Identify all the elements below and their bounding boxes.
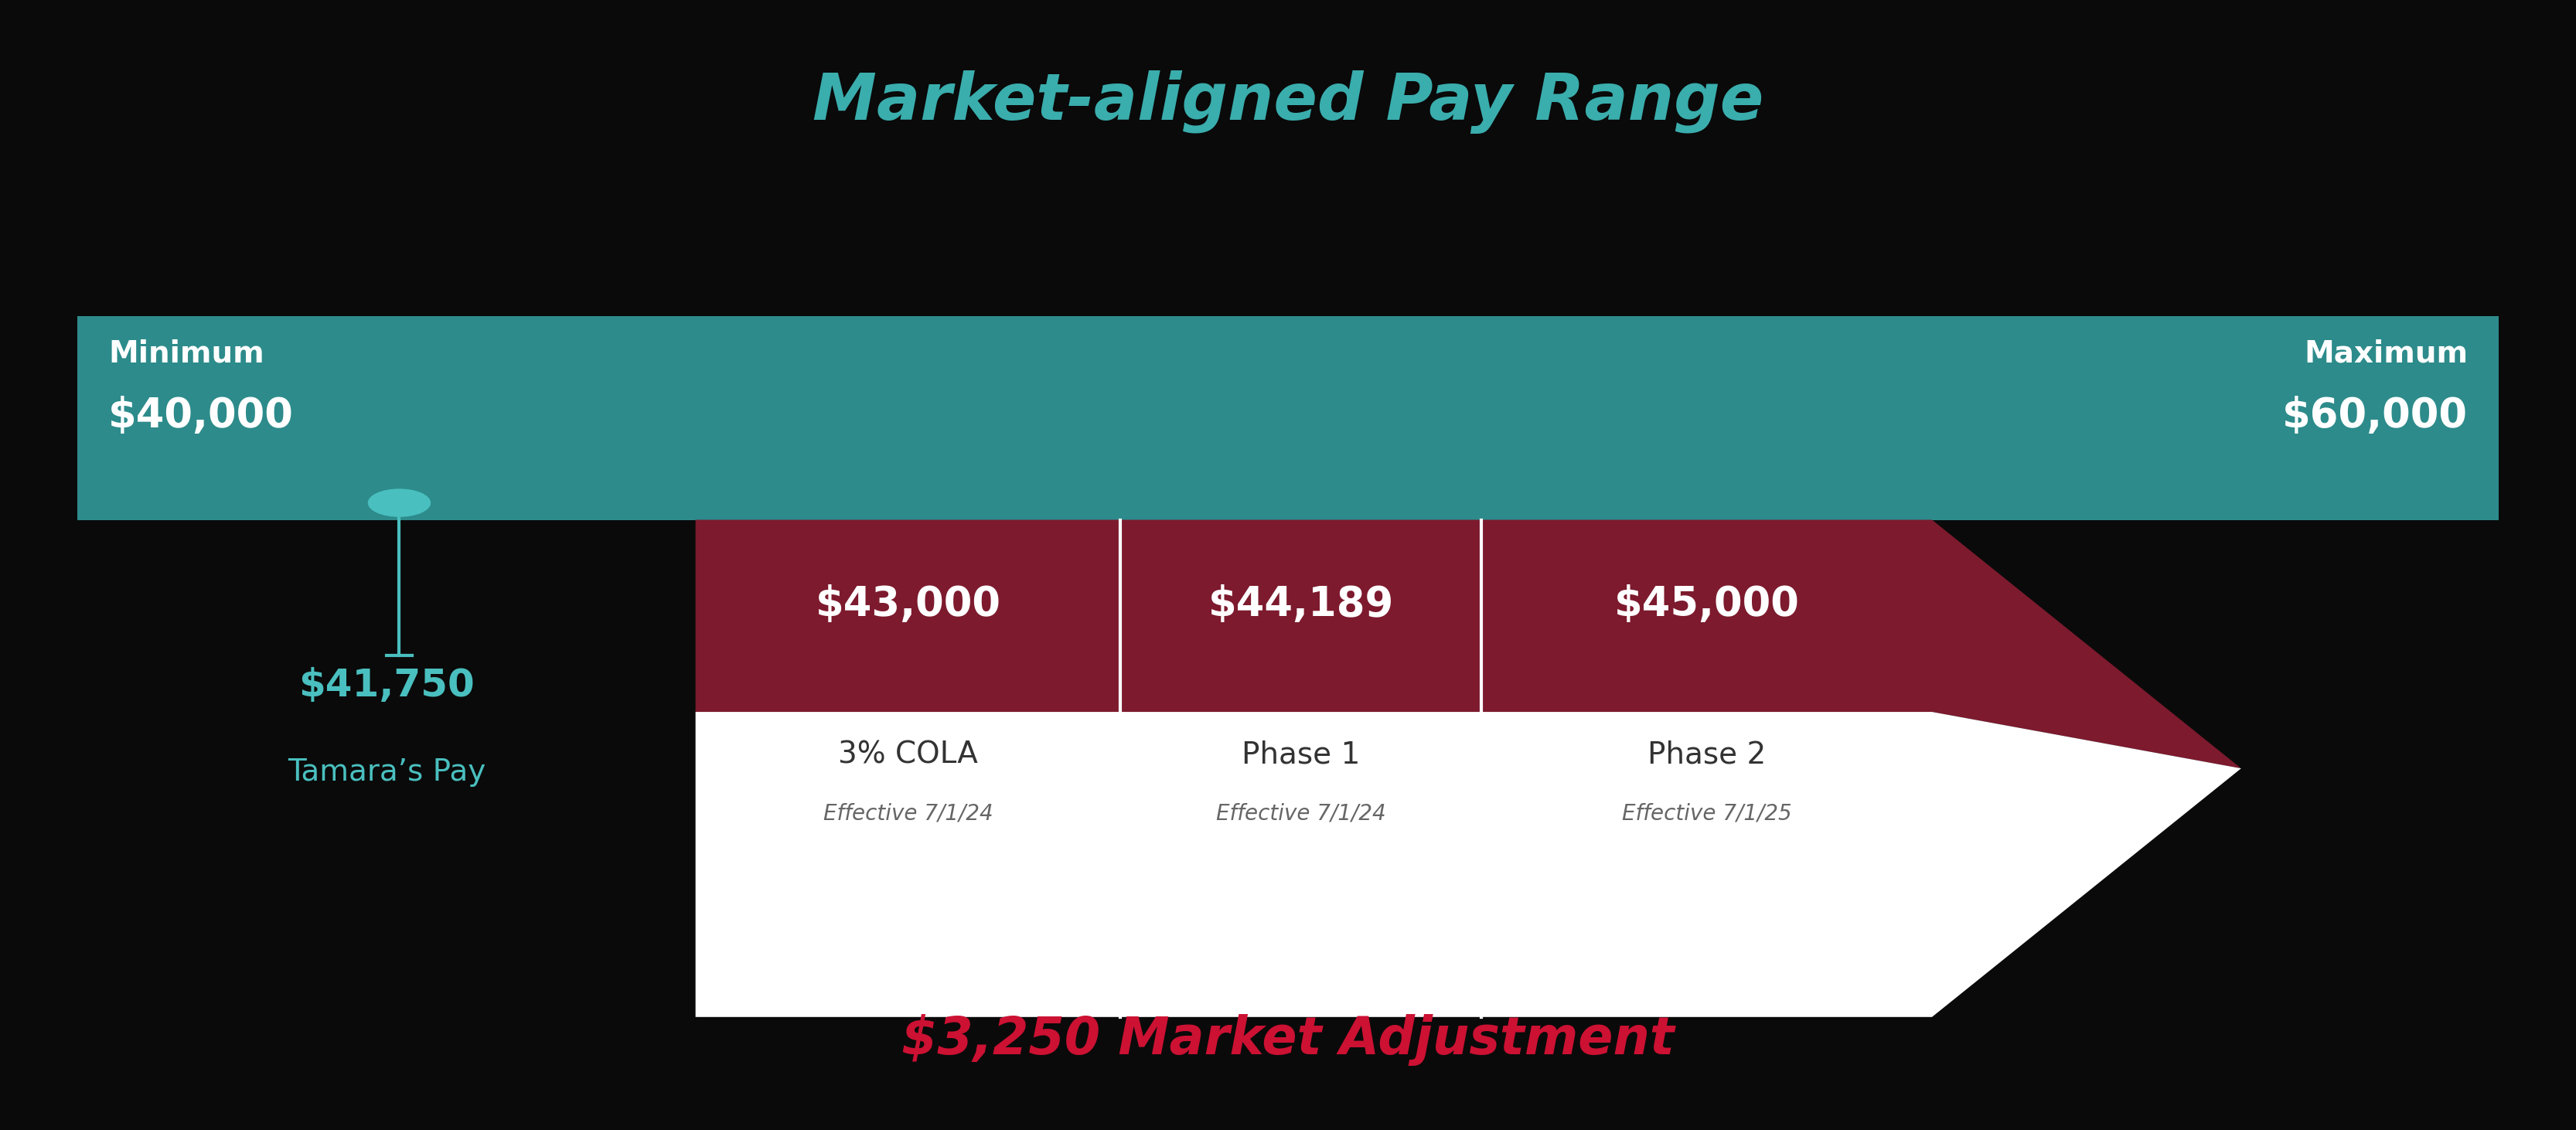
Text: Maximum: Maximum [2303, 339, 2468, 368]
Text: Minimum: Minimum [108, 339, 265, 368]
Text: 3% COLA: 3% COLA [837, 740, 979, 770]
Text: Market-aligned Pay Range: Market-aligned Pay Range [811, 70, 1765, 133]
Text: $45,000: $45,000 [1615, 584, 1798, 625]
Text: Effective 7/1/24: Effective 7/1/24 [824, 802, 992, 824]
Text: $41,750: $41,750 [299, 667, 474, 704]
Polygon shape [696, 712, 2241, 1017]
Bar [77, 316, 2499, 520]
Polygon shape [696, 520, 2241, 768]
Text: $44,189: $44,189 [1208, 584, 1394, 625]
Text: $60,000: $60,000 [2282, 396, 2468, 436]
Text: Phase 1: Phase 1 [1242, 740, 1360, 770]
Text: Effective 7/1/25: Effective 7/1/25 [1623, 802, 1790, 824]
Circle shape [368, 489, 430, 516]
Text: Tamara’s Pay: Tamara’s Pay [289, 757, 484, 786]
Text: $43,000: $43,000 [814, 584, 1002, 625]
Text: $40,000: $40,000 [108, 396, 294, 436]
Text: Effective 7/1/24: Effective 7/1/24 [1216, 802, 1386, 824]
Text: Phase 2: Phase 2 [1649, 740, 1765, 770]
Text: $3,250 Market Adjustment: $3,250 Market Adjustment [902, 1014, 1674, 1066]
